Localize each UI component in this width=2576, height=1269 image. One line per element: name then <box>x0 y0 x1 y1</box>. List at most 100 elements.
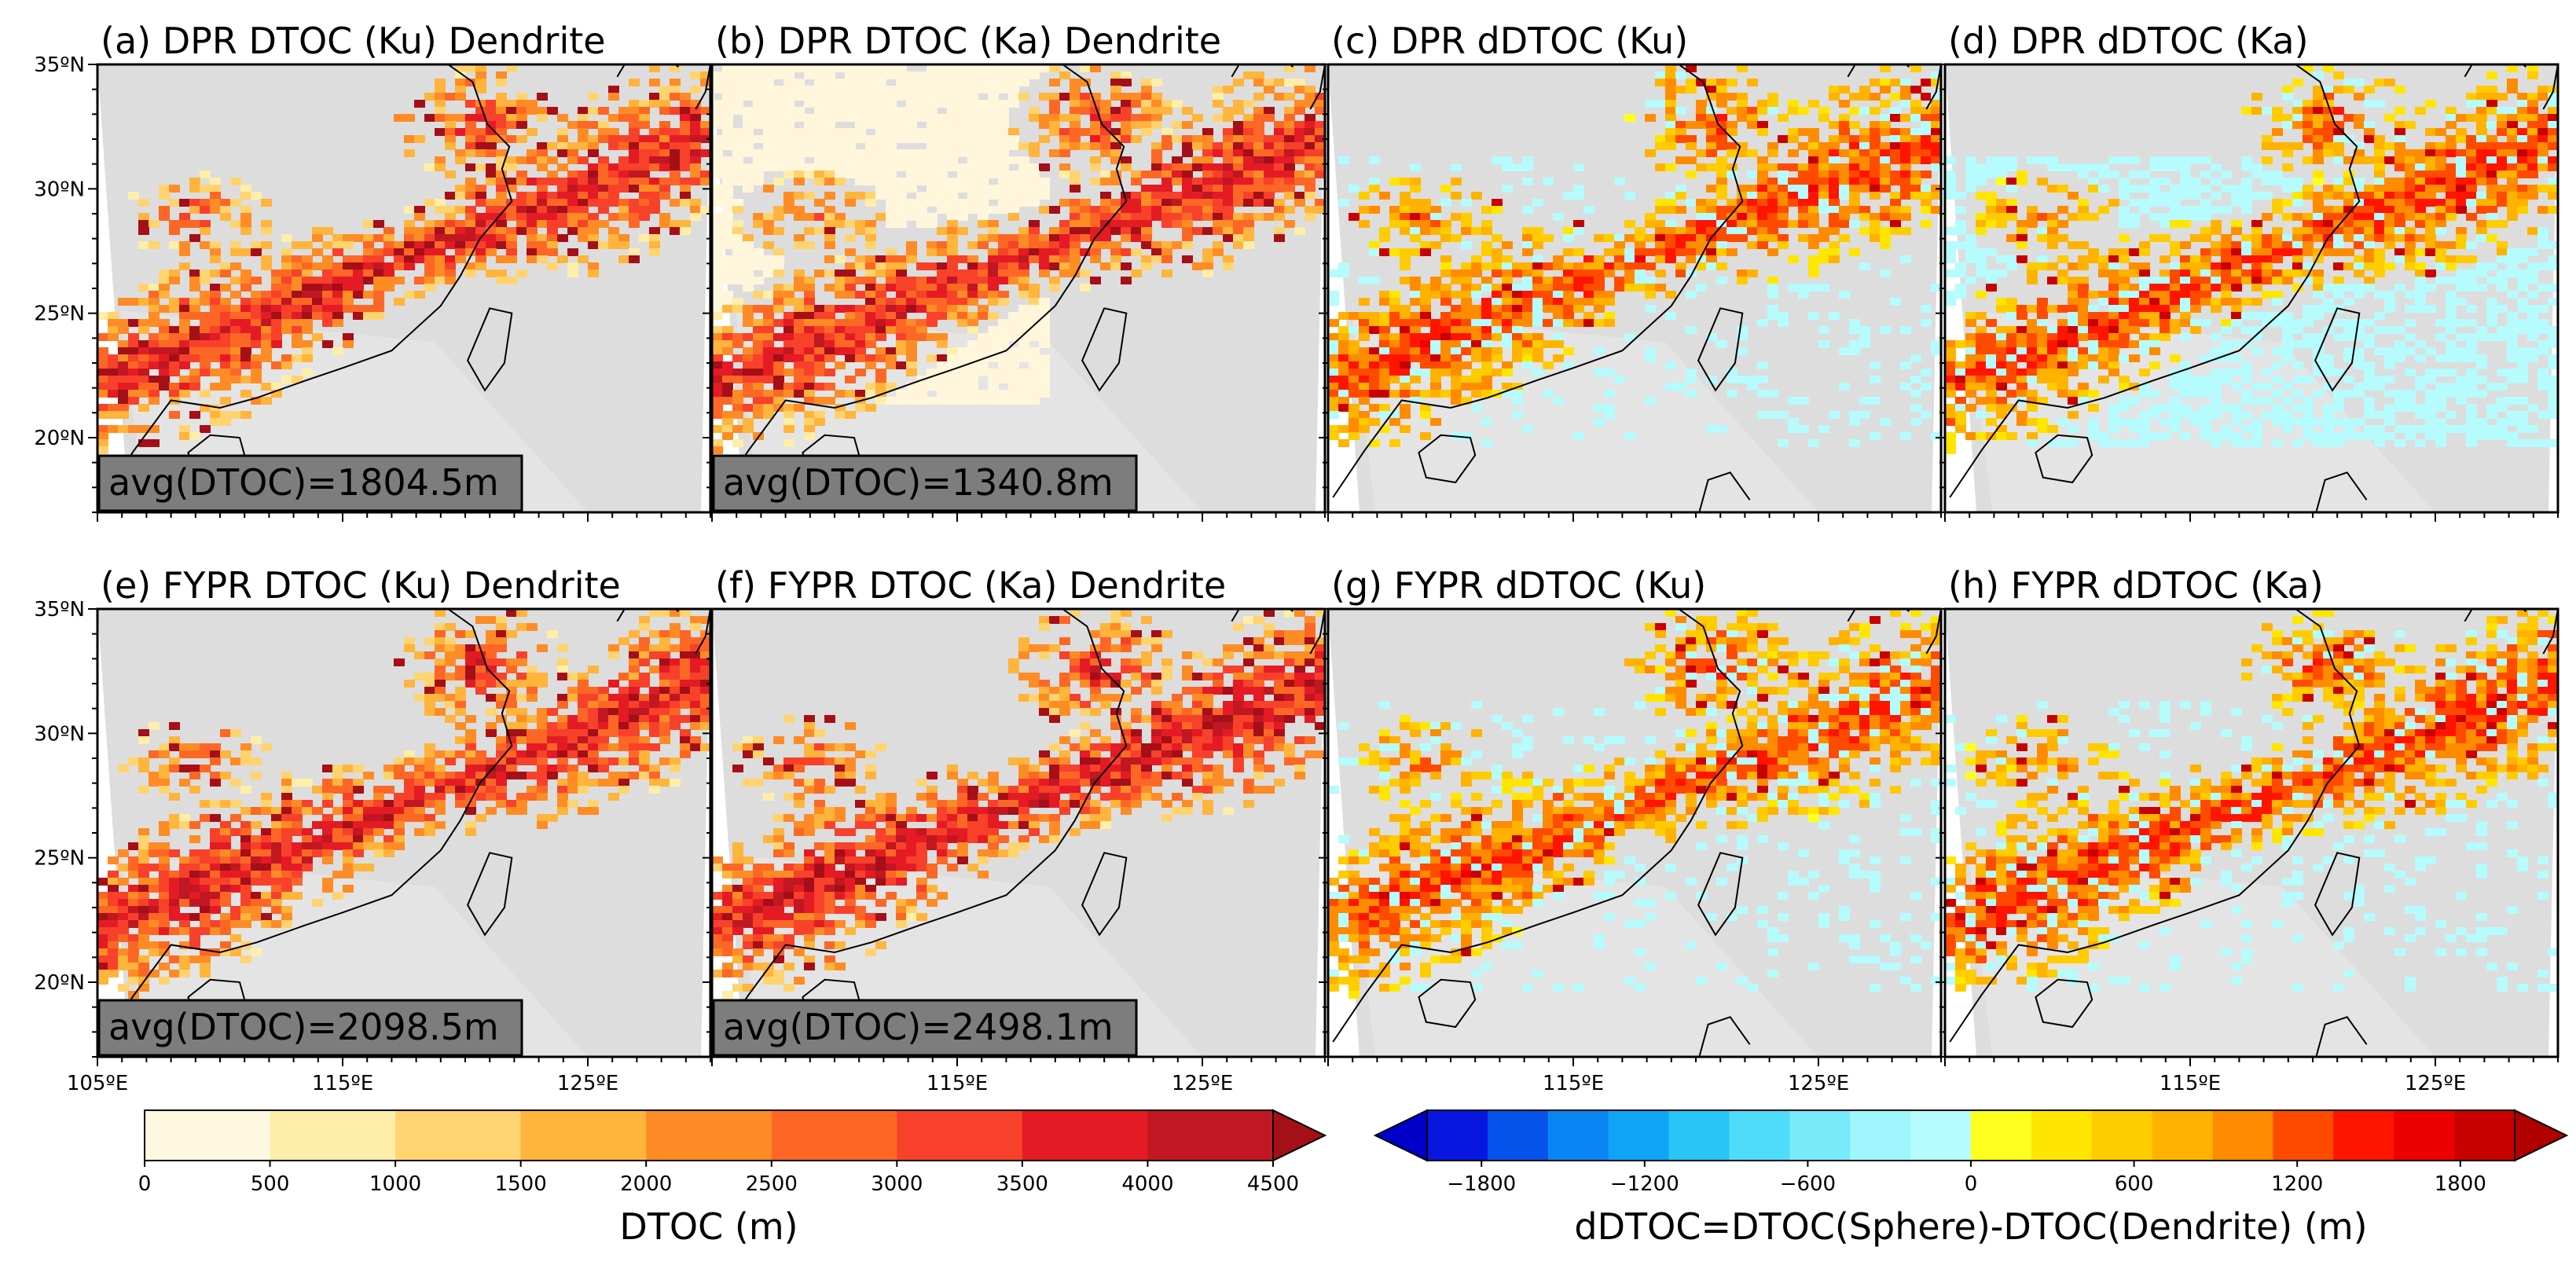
colorbar-extend-arrow <box>1272 1109 1327 1162</box>
lat-label: 20ºN <box>34 971 85 995</box>
colorbar-segment <box>1850 1110 1911 1161</box>
korea-coastline <box>1847 64 1910 78</box>
panel-title-e: (e) FYPR DTOC (Ku) Dendrite <box>101 564 621 607</box>
colorbar-segment <box>145 1110 271 1161</box>
map-panel-e: (e) FYPR DTOC (Ku) Dendrite 20ºN 25ºN 30ºN 3… <box>34 564 712 1095</box>
colorbar-segment <box>2031 1110 2093 1161</box>
kyushu-coastline <box>695 64 710 110</box>
panel-title-b: (b) DPR DTOC (Ka) Dendrite <box>715 20 1221 62</box>
taiwan-outline <box>2314 307 2361 392</box>
field-g <box>1328 609 1941 999</box>
colorbar-dtoc: 0 500 1000 1500 2000 2500 3000 3500 4000 4500 DTOC… <box>138 1109 1327 1248</box>
kyushu-coastline <box>2542 64 2558 110</box>
lon-label: 115ºE <box>2160 1072 2221 1095</box>
colorbar-segment <box>1427 1110 1488 1161</box>
colorbar-extend-low-arrow <box>1373 1109 1428 1162</box>
korea-coastline <box>1231 609 1294 622</box>
colorbar-segment <box>520 1110 647 1161</box>
colorbar-tick-label: −600 <box>1780 1172 1836 1196</box>
lon-label: 115ºE <box>312 1072 373 1095</box>
kyushu-coastline <box>1925 609 1941 655</box>
lon-label: 125ºE <box>1172 1072 1233 1095</box>
lat-label: 20ºN <box>34 427 85 450</box>
colorbar-tick-label: 1200 <box>2271 1172 2323 1196</box>
kyushu-coastline <box>2542 609 2558 655</box>
lon-label: 105ºE <box>67 1072 128 1095</box>
kyushu-coastline <box>695 609 710 655</box>
colorbar-segment <box>2152 1110 2214 1161</box>
field-c <box>1328 64 1941 447</box>
avg-dtoc-label: avg(DTOC)=1340.8m <box>723 461 1114 504</box>
colorbar-ddtoc-title: dDTOC=DTOC(Sphere)-DTOC(Dendrite) (m) <box>1574 1205 2367 1248</box>
colorbar-segment <box>1608 1110 1670 1161</box>
panel-title-g: (g) FYPR dDTOC (Ku) <box>1331 564 1706 607</box>
field-a <box>97 64 710 454</box>
korea-coastline <box>1847 609 1910 622</box>
avg-box <box>97 454 523 512</box>
colorbar-tick-label: 0 <box>138 1172 152 1196</box>
korea-coastline <box>616 609 680 622</box>
colorbar-segment <box>1910 1110 1972 1161</box>
coastline <box>1949 64 2361 498</box>
colorbar-tick-label: −1800 <box>1447 1172 1516 1196</box>
lon-label: 125ºE <box>1788 1072 1849 1095</box>
colorbar-segment <box>2212 1110 2273 1161</box>
avg-box <box>97 999 523 1057</box>
colorbar-segment <box>646 1110 772 1161</box>
colorbar-segment <box>1789 1110 1851 1161</box>
colorbar-tick-label: 2000 <box>620 1172 672 1196</box>
map-panel-a: (a) DPR DTOC (Ku) Dendrite 20ºN 25ºN 30ºN 35… <box>34 20 712 522</box>
taiwan-outline <box>1081 307 1128 392</box>
colorbar-tick-label: 1800 <box>2435 1172 2486 1196</box>
lon-label: 125ºE <box>2405 1072 2466 1095</box>
map-panel-g: (g) FYPR dDTOC (Ku) 115ºE 125ºE <box>1319 564 1943 1095</box>
colorbar-tick-label: 0 <box>1965 1172 1978 1196</box>
map-panel-c: (c) DPR dDTOC (Ku) <box>1319 20 1943 522</box>
hainan-outline <box>2035 978 2093 1029</box>
ocean-shading <box>1352 855 1818 1057</box>
panel-title-f: (f) FYPR DTOC (Ka) Dendrite <box>715 564 1226 607</box>
coastline <box>101 64 513 498</box>
field-h <box>1945 609 2558 992</box>
luzon-coastline <box>1698 1016 1751 1057</box>
colorbar-segment <box>2333 1110 2394 1161</box>
panel-title-d: (d) DPR dDTOC (Ka) <box>1948 20 2309 62</box>
colorbar-tick-label: 2500 <box>746 1172 798 1196</box>
coastline <box>1332 64 1744 498</box>
colorbar-segment <box>1022 1110 1148 1161</box>
korea-coastline <box>2464 64 2527 78</box>
map-panel-h: (h) FYPR dDTOC (Ka) 115ºE 125ºE <box>1936 564 2559 1095</box>
coastline <box>1332 609 1744 1043</box>
korea-coastline <box>616 64 680 78</box>
field-e <box>97 609 710 999</box>
colorbar-tick-label: 3500 <box>996 1172 1048 1196</box>
kyushu-coastline <box>1309 64 1325 110</box>
hainan-outline <box>2035 434 2093 484</box>
hainan-outline <box>1418 434 1477 484</box>
coastline <box>716 609 1128 1043</box>
colorbar-tick-label: 4000 <box>1121 1172 1173 1196</box>
luzon-coastline <box>2315 471 2368 512</box>
lat-label: 25ºN <box>34 303 85 326</box>
coastline <box>1949 609 2361 1043</box>
colorbar-segment <box>2091 1110 2153 1161</box>
taiwan-outline <box>1081 852 1128 937</box>
korea-coastline <box>2464 609 2527 622</box>
field-d <box>1945 64 2558 454</box>
lat-label: 30ºN <box>34 178 85 201</box>
luzon-coastline <box>2315 1016 2368 1057</box>
lon-label: 115ºE <box>927 1072 988 1095</box>
field-b <box>712 64 1325 454</box>
panel-title-a: (a) DPR DTOC (Ku) Dendrite <box>101 20 606 62</box>
map-panel-f: (f) FYPR DTOC (Ka) Dendrite 115ºE 125ºE avg… <box>703 564 1327 1095</box>
colorbar-segment <box>1487 1110 1549 1161</box>
korea-coastline <box>1231 64 1294 78</box>
kyushu-coastline <box>1925 64 1941 110</box>
taiwan-outline <box>466 852 513 937</box>
luzon-coastline <box>1698 471 1751 512</box>
colorbar-segment <box>395 1110 522 1161</box>
colorbar-segment <box>2454 1110 2515 1161</box>
avg-dtoc-label: avg(DTOC)=1804.5m <box>108 461 499 504</box>
taiwan-outline <box>1697 852 1744 937</box>
colorbar-segment <box>1971 1110 2032 1161</box>
